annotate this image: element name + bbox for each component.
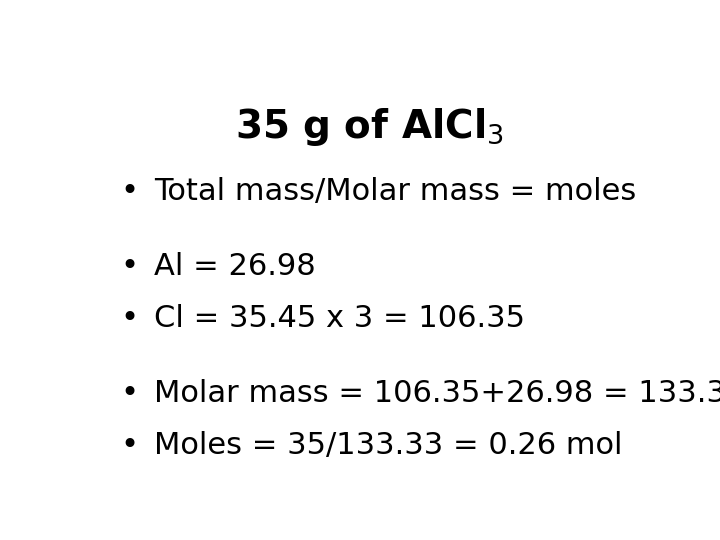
Text: •: • — [120, 304, 138, 333]
Text: Cl = 35.45 x 3 = 106.35: Cl = 35.45 x 3 = 106.35 — [154, 304, 525, 333]
Text: •: • — [120, 177, 138, 206]
Text: •: • — [120, 252, 138, 281]
Text: •: • — [120, 379, 138, 408]
Text: 35 g of AlCl$_3$: 35 g of AlCl$_3$ — [235, 106, 503, 148]
Text: Molar mass = 106.35+26.98 = 133.33: Molar mass = 106.35+26.98 = 133.33 — [154, 379, 720, 408]
Text: Al = 26.98: Al = 26.98 — [154, 252, 316, 281]
Text: Moles = 35/133.33 = 0.26 mol: Moles = 35/133.33 = 0.26 mol — [154, 431, 623, 460]
Text: Total mass/Molar mass = moles: Total mass/Molar mass = moles — [154, 177, 636, 206]
Text: •: • — [120, 431, 138, 460]
